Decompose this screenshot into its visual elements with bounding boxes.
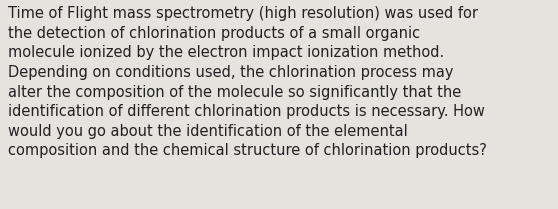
Text: Time of Flight mass spectrometry (high resolution) was used for
the detection of: Time of Flight mass spectrometry (high r…	[8, 6, 487, 158]
